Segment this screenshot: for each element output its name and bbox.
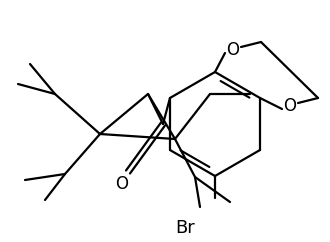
Text: Br: Br — [175, 219, 195, 237]
Text: O: O — [115, 175, 128, 193]
Text: O: O — [226, 41, 240, 59]
Text: O: O — [283, 97, 297, 115]
